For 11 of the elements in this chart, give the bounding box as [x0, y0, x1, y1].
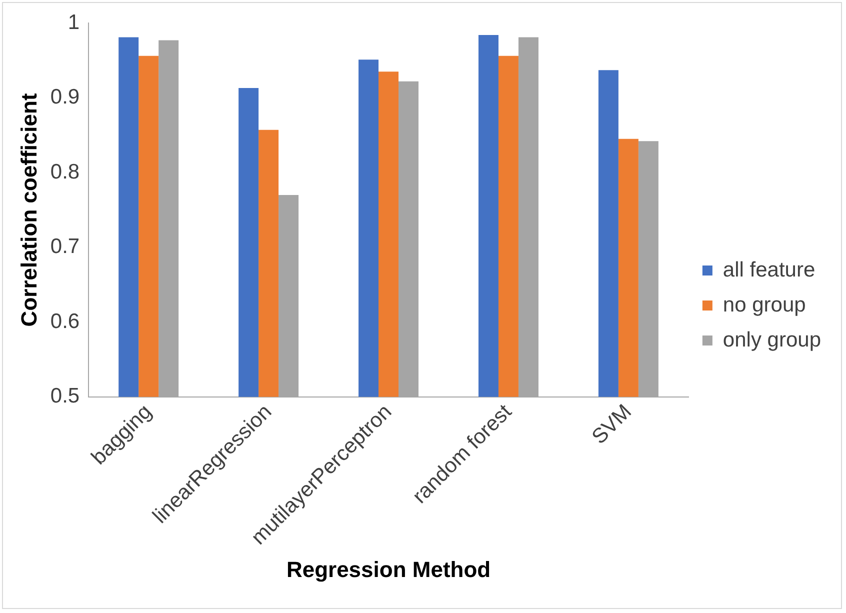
legend-label: all feature [722, 258, 816, 282]
legend-label: no group [722, 293, 806, 316]
y-tick-label: 0.9 [50, 86, 80, 109]
y-tick-label: 0.5 [50, 384, 80, 408]
legend-label: only group [722, 328, 822, 352]
y-tick-label: 0.8 [50, 160, 80, 184]
y-tick-label: 0.6 [50, 310, 80, 333]
x-axis-title: Regression Method [286, 556, 491, 582]
y-tick-label: 1 [68, 10, 80, 34]
y-axis-title: Correlation coefficient [16, 92, 42, 327]
y-tick-label: 0.7 [50, 235, 80, 258]
